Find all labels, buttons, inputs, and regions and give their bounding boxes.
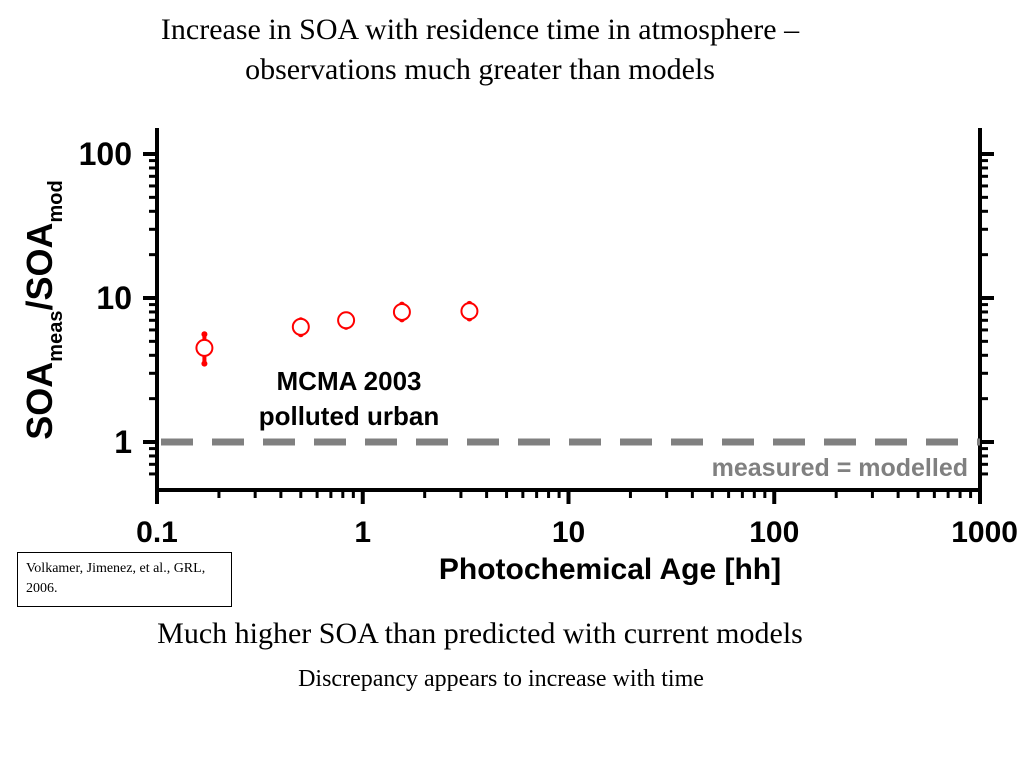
slide-title-line-2: observations much greater than models — [245, 53, 715, 86]
x-tick-label: 0.1 — [136, 516, 178, 549]
x-tick-label: 100 — [749, 516, 799, 549]
x-tick-label: 10 — [552, 516, 585, 549]
data-point — [195, 338, 214, 357]
chart-axes — [143, 128, 994, 504]
x-tick-label: 1 — [354, 516, 371, 549]
error-cap-bottom — [201, 360, 208, 367]
data-point — [337, 311, 356, 330]
chart-labels-group: 1 10 100 0.1 1 10 100 1000 Photochemical Age [hh… — [19, 136, 1018, 586]
reference-line-label: measured = modelled — [712, 454, 968, 482]
headline-text: Much higher SOA than predicted with curr… — [157, 617, 803, 650]
y-axis-label-part: /SOA — [19, 223, 60, 311]
y-tick-label: 100 — [79, 136, 132, 172]
data-points-group — [195, 300, 479, 367]
citation-box: Volkamer, Jimenez, et al., GRL, 2006. — [17, 552, 232, 607]
soa-ratio-chart: measured = modelled 1 10 100 0.1 1 10 100 1000 P… — [19, 128, 1018, 586]
data-point — [392, 302, 411, 321]
x-tick-label: 1000 — [951, 516, 1018, 549]
data-point — [460, 302, 479, 321]
data-point — [291, 317, 310, 336]
chart-annotation-line: polluted urban — [259, 401, 440, 431]
y-axis-label: SOAmeas/SOAmod — [19, 180, 67, 439]
reference-line-group: measured = modelled — [161, 438, 980, 482]
subline-text: Discrepancy appears to increase with tim… — [298, 666, 704, 692]
slide-title-line-1: Increase in SOA with residence time in a… — [160, 13, 800, 46]
y-tick-label: 1 — [114, 424, 132, 460]
y-axis-label-part: meas — [45, 311, 67, 362]
y-axis-label-part: SOA — [19, 362, 60, 440]
y-tick-label: 10 — [96, 280, 132, 316]
x-axis-label: Photochemical Age [hh] — [439, 553, 781, 586]
chart-annotation-line: MCMA 2003 — [277, 366, 422, 396]
error-cap-top — [201, 331, 208, 338]
slide-title: Increase in SOA with residence time in a… — [0, 10, 960, 90]
y-axis-label-part: mod — [45, 180, 67, 222]
